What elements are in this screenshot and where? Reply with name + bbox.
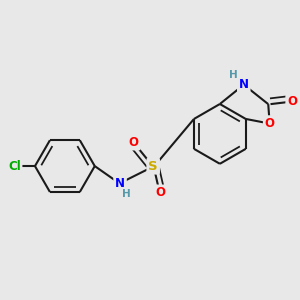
- Text: N: N: [115, 177, 125, 190]
- Text: O: O: [129, 136, 139, 149]
- Text: S: S: [148, 160, 158, 172]
- Text: H: H: [122, 189, 131, 199]
- Text: O: O: [287, 95, 297, 108]
- Text: H: H: [229, 70, 238, 80]
- Text: O: O: [155, 186, 165, 199]
- Text: N: N: [239, 78, 249, 91]
- Text: O: O: [265, 117, 275, 130]
- Text: Cl: Cl: [8, 160, 21, 172]
